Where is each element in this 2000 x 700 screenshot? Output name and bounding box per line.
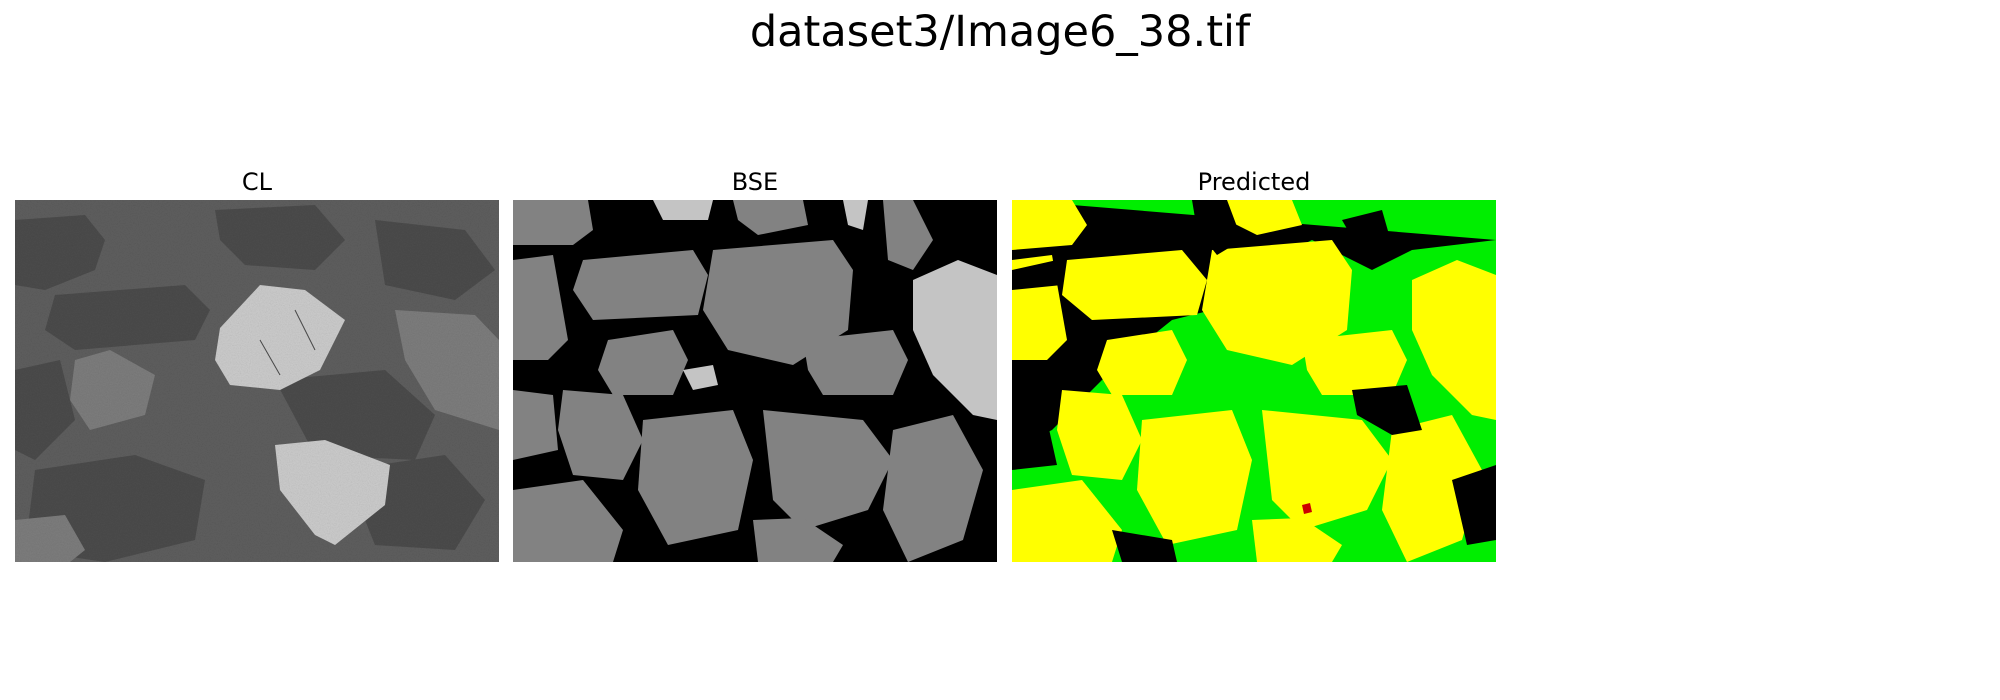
bse-grain bbox=[513, 255, 568, 360]
figure-title: dataset3/Image6_38.tif bbox=[749, 7, 1251, 57]
cl-grain bbox=[15, 215, 105, 290]
bse-grain bbox=[883, 200, 933, 270]
predicted-image-canvas bbox=[1012, 200, 1496, 562]
bse-grain bbox=[803, 330, 908, 395]
predicted-image bbox=[1012, 200, 1496, 562]
cl-grain bbox=[215, 205, 345, 270]
pred-grain-class bbox=[1262, 410, 1392, 530]
pred-grain-class bbox=[1012, 480, 1122, 562]
pred-grain-class bbox=[1097, 330, 1187, 395]
cl-panel-title: CL bbox=[241, 168, 273, 196]
bse-image bbox=[513, 200, 997, 562]
pred-grain-class bbox=[1137, 410, 1252, 545]
bse-grain bbox=[573, 250, 708, 320]
bse-grain bbox=[883, 415, 983, 562]
pred-grain-class bbox=[1222, 200, 1302, 235]
bse-grain bbox=[703, 240, 853, 365]
cl-grain bbox=[70, 350, 155, 430]
bse-cement-speck bbox=[653, 200, 713, 220]
bse-panel-title: BSE bbox=[731, 168, 779, 196]
bse-grain bbox=[733, 200, 808, 235]
cl-grain bbox=[375, 220, 495, 300]
pred-grain-class bbox=[1302, 330, 1407, 395]
pred-pore-class bbox=[1352, 385, 1422, 435]
pred-grain-class bbox=[1412, 260, 1496, 420]
bse-grain bbox=[513, 390, 558, 460]
pred-pore-class bbox=[1012, 260, 1062, 290]
cl-grain bbox=[45, 285, 210, 350]
cl-fracture bbox=[259, 309, 316, 376]
pred-minor-class bbox=[1302, 503, 1312, 514]
cl-grain bbox=[215, 285, 345, 390]
cl-grain bbox=[15, 515, 85, 562]
bse-bright-grain bbox=[913, 260, 997, 420]
pred-pore-class bbox=[1012, 420, 1057, 470]
bse-cement-speck bbox=[683, 365, 718, 390]
cl-grain bbox=[275, 370, 435, 460]
cl-grain bbox=[15, 360, 75, 460]
bse-cement-speck bbox=[843, 200, 868, 230]
pred-grain-class bbox=[1202, 240, 1352, 365]
cl-grain bbox=[395, 310, 499, 430]
cl-grain bbox=[275, 440, 390, 545]
pred-grain-class bbox=[1382, 415, 1482, 562]
bse-grain bbox=[513, 200, 593, 245]
bse-image-canvas bbox=[513, 200, 997, 562]
pred-pore-class bbox=[1342, 210, 1392, 255]
bse-grain bbox=[753, 518, 843, 562]
cl-image-canvas bbox=[15, 200, 499, 562]
cl-image bbox=[15, 200, 499, 562]
pred-grain-class bbox=[1062, 250, 1207, 320]
bse-grain bbox=[763, 410, 893, 530]
bse-grain bbox=[638, 410, 753, 545]
pred-pore-class bbox=[1112, 530, 1177, 562]
pred-grain-class bbox=[1012, 200, 1087, 250]
predicted-panel-title: Predicted bbox=[1197, 168, 1311, 196]
pred-grain-class bbox=[1252, 518, 1342, 562]
pred-pore-class bbox=[1452, 465, 1496, 545]
pred-grain-class bbox=[1057, 390, 1142, 480]
pred-pore-class bbox=[1192, 200, 1242, 255]
bse-grain bbox=[513, 480, 623, 562]
bse-grain bbox=[558, 390, 643, 480]
bse-grain bbox=[598, 330, 688, 395]
